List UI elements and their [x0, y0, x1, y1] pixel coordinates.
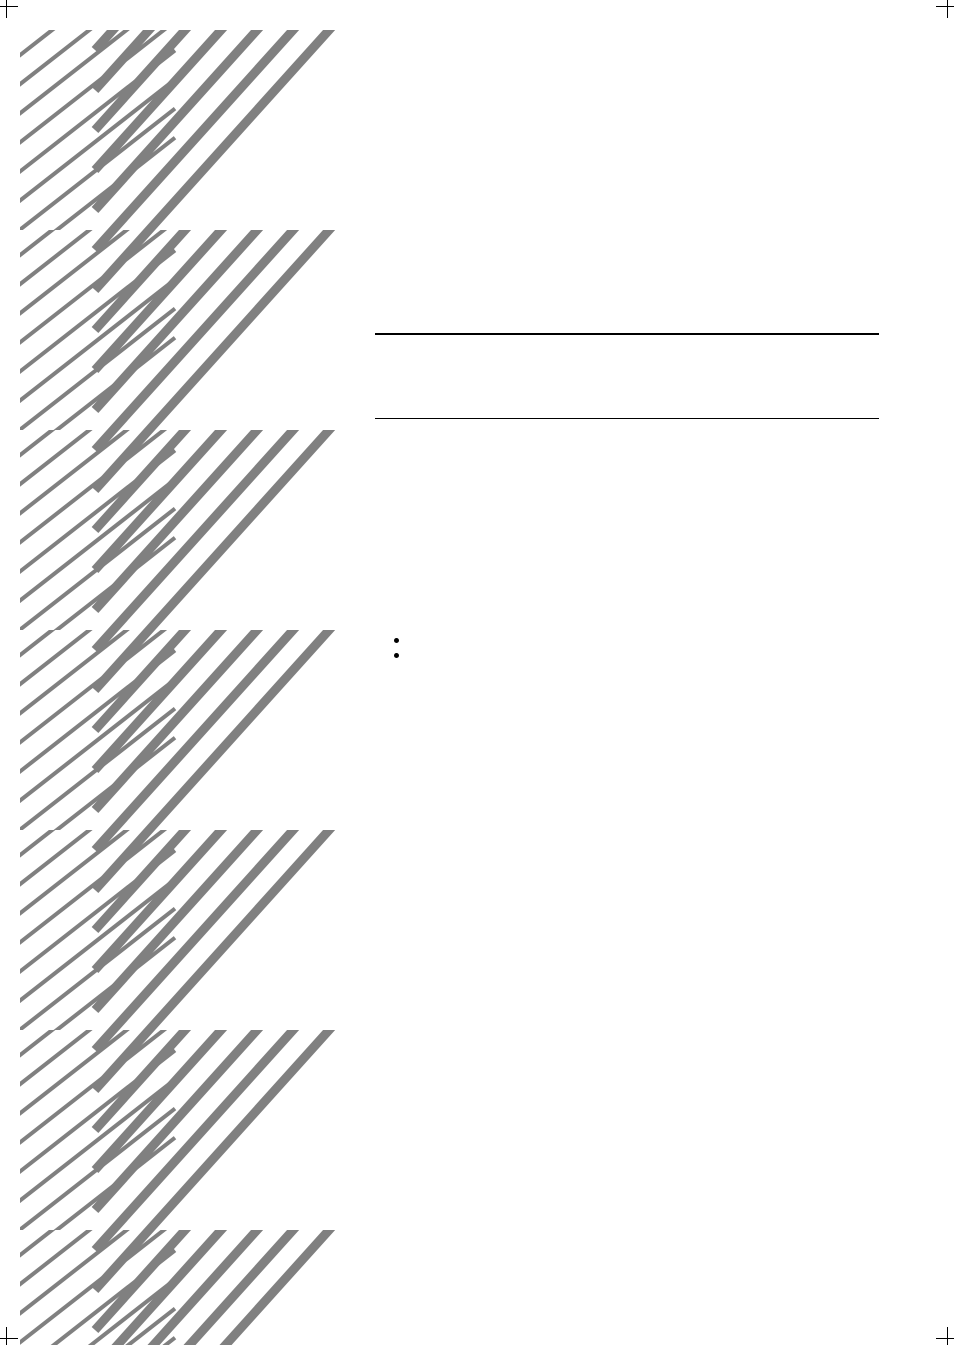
stripe-band — [20, 230, 345, 430]
crop-mark — [947, 0, 948, 18]
stripe-band — [20, 1030, 345, 1230]
stripe-band — [20, 430, 345, 630]
stripe-band — [20, 30, 345, 230]
stripe-band — [20, 1230, 345, 1345]
crop-mark — [6, 0, 7, 18]
crop-mark — [936, 6, 954, 7]
crop-mark — [0, 1338, 18, 1339]
crop-mark — [0, 6, 18, 7]
page — [0, 0, 954, 1345]
bullet-dot — [394, 638, 399, 643]
crop-mark — [936, 1338, 954, 1339]
crop-mark — [6, 1327, 7, 1345]
bullet-dot — [394, 653, 399, 658]
stripe-band — [20, 830, 345, 1030]
crop-mark — [947, 1327, 948, 1345]
stripe-band — [20, 630, 345, 830]
bullet-list-markers — [394, 638, 399, 668]
